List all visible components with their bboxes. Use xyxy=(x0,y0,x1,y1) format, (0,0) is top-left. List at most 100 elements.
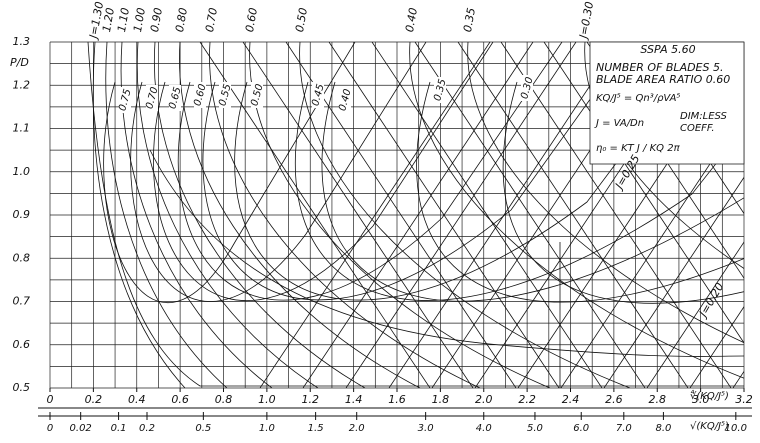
y-tick-label: 1.3 xyxy=(13,35,31,48)
x-tick-label: 1.8 xyxy=(432,393,450,406)
x2-tick-label: 6.0 xyxy=(573,423,589,434)
eta-label-bg xyxy=(521,75,533,101)
eta-label-bg xyxy=(339,87,351,113)
curve xyxy=(153,42,494,301)
x2-tick-label: 4.0 xyxy=(476,423,492,434)
curve xyxy=(92,42,186,388)
x2-tick-label: 0 xyxy=(47,423,53,434)
x-tick-label: 0 xyxy=(47,393,54,406)
curve xyxy=(285,42,517,388)
j-label: 0.90 xyxy=(148,7,165,33)
x-tick-label: 2.4 xyxy=(562,393,580,406)
x-tick-label: 1.0 xyxy=(258,393,276,406)
y-tick-label: 0.7 xyxy=(13,295,31,308)
curve xyxy=(259,42,491,388)
legend-box xyxy=(589,41,745,165)
y-tick-label: 1.1 xyxy=(13,122,31,135)
y-axis-label: P/D xyxy=(10,56,29,69)
curve xyxy=(136,42,319,388)
curve xyxy=(130,42,427,302)
formula: η₀ = KT J / KQ 2π xyxy=(596,143,681,154)
curve xyxy=(321,81,744,302)
x-tick-label: 2.8 xyxy=(649,393,667,406)
x2-tick-label: 0.1 xyxy=(111,423,127,434)
j-label: 0.50 xyxy=(293,7,310,33)
x2-tick-label: 0.5 xyxy=(195,423,211,434)
eta-label-bg xyxy=(169,85,181,111)
x2-tick-label: 3.0 xyxy=(418,423,434,434)
j-label: 0.80 xyxy=(173,7,190,33)
note: NUMBER OF BLADES 5. xyxy=(596,61,723,74)
eta-label-bg xyxy=(194,82,206,108)
curve xyxy=(345,42,577,388)
x-tick-label: 3.2 xyxy=(735,393,753,406)
x2-tick-label: 0.02 xyxy=(70,423,92,434)
curve xyxy=(500,42,732,388)
j-label: 0.60 xyxy=(243,7,260,33)
formula-note: DIM:LESS xyxy=(680,111,728,122)
curve xyxy=(294,81,744,301)
j-label: 0.40 xyxy=(403,7,420,33)
eta-label-bg xyxy=(146,85,158,111)
curves xyxy=(87,42,744,388)
j-label: 0.70 xyxy=(203,7,220,33)
curve xyxy=(302,42,534,388)
j-label: 1.20 xyxy=(100,7,117,33)
curve xyxy=(646,241,744,388)
formula: J = VA/Dn xyxy=(594,118,644,129)
chart-title: SSPA 5.60 xyxy=(640,43,695,56)
y-tick-label: 1.2 xyxy=(13,78,31,91)
x2-tick-label: 2.0 xyxy=(349,423,365,434)
eta-label-bg xyxy=(219,82,231,108)
curve xyxy=(177,42,563,301)
curve xyxy=(543,42,744,344)
x2-tick-label: 7.0 xyxy=(616,423,632,434)
curve xyxy=(105,42,228,388)
j-label: J=0.30 xyxy=(577,1,597,42)
x-tick-label: 2.2 xyxy=(518,393,536,406)
j-label: 1.10 xyxy=(115,7,132,33)
y-tick-label: 1.0 xyxy=(13,165,31,178)
x2-tick-label: 5.0 xyxy=(527,423,543,434)
j-label: 1.00 xyxy=(131,7,148,33)
x2-tick-label: 8.0 xyxy=(655,423,671,434)
x2-tick-label: 1.0 xyxy=(259,423,275,434)
x-tick-label: 0.2 xyxy=(85,393,103,406)
curve xyxy=(149,149,744,357)
curve xyxy=(234,42,708,301)
x2-tick-label: 10.0 xyxy=(725,423,747,434)
x-tick-label: 2.6 xyxy=(605,393,623,406)
curve xyxy=(416,81,744,303)
curve xyxy=(414,42,646,388)
y-tick-label: 0.6 xyxy=(13,338,31,351)
curve xyxy=(467,42,744,344)
note: BLADE AREA RATIO 0.60 xyxy=(596,73,730,86)
curve xyxy=(457,42,689,388)
curve xyxy=(179,42,421,388)
x-tick-label: 0.8 xyxy=(215,393,233,406)
formula-note: COEFF. xyxy=(680,123,715,134)
curve xyxy=(409,42,744,379)
curve xyxy=(603,176,744,388)
x2-axis-label: √(KQ/J⁵) xyxy=(690,421,729,432)
x-tick-label: 1.4 xyxy=(345,393,363,406)
x2-tick-label: 0.2 xyxy=(139,423,155,434)
y-tick-label: 0.9 xyxy=(13,208,31,221)
eta-label-bg xyxy=(434,77,446,103)
x-tick-label: 3.0 xyxy=(692,393,710,406)
curve xyxy=(242,42,474,388)
y-tick-label: 0.8 xyxy=(13,251,31,264)
eta-label-bg xyxy=(251,82,263,108)
curve xyxy=(371,42,603,388)
curve xyxy=(103,42,356,303)
x-tick-label: 2.0 xyxy=(475,393,493,406)
curve xyxy=(502,81,744,304)
curve xyxy=(199,42,431,388)
x-axis-label: ∜(KQ/J⁵) xyxy=(690,389,729,402)
y-tick-label: 0.5 xyxy=(13,381,31,394)
eta-label-bg xyxy=(312,82,324,108)
eta-label-bg xyxy=(119,87,131,113)
curve xyxy=(388,42,620,388)
curve xyxy=(560,111,744,388)
